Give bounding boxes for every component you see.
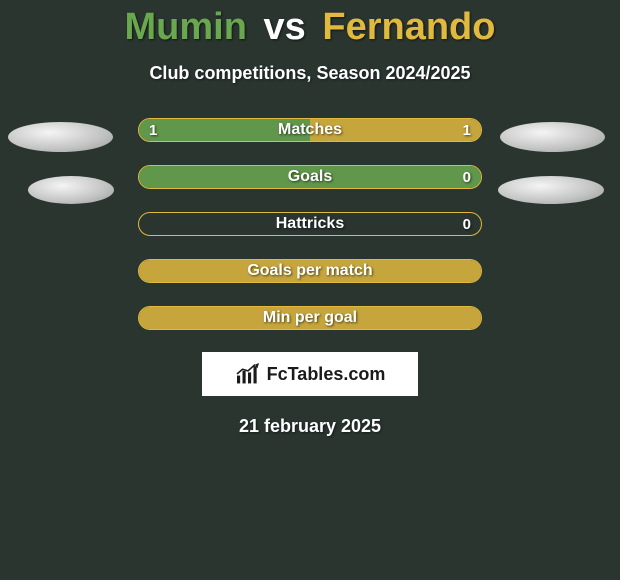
stat-bar: 0Hattricks [138,212,482,236]
player-token-ellipse [28,176,114,204]
player-token-ellipse [500,122,605,152]
stat-label: Hattricks [139,213,481,235]
stat-bar: 0Goals [138,165,482,189]
logo-text: FcTables.com [267,364,386,385]
player-token-ellipse [8,122,113,152]
stat-bar: Min per goal [138,306,482,330]
player-token-ellipse [498,176,604,204]
stat-label: Goals [139,166,481,188]
vs-text: vs [264,6,306,48]
chart-icon [235,363,261,385]
comparison-title: Mumin vs Fernando [0,0,620,49]
stat-bar: 11Matches [138,118,482,142]
player2-name: Fernando [322,6,495,48]
stat-label: Goals per match [139,260,481,282]
date-text: 21 february 2025 [0,416,620,437]
subtitle: Club competitions, Season 2024/2025 [0,63,620,84]
player1-name: Mumin [125,6,247,48]
fctables-logo: FcTables.com [202,352,418,396]
stat-bar: Goals per match [138,259,482,283]
stat-label: Matches [139,119,481,141]
stat-label: Min per goal [139,307,481,329]
